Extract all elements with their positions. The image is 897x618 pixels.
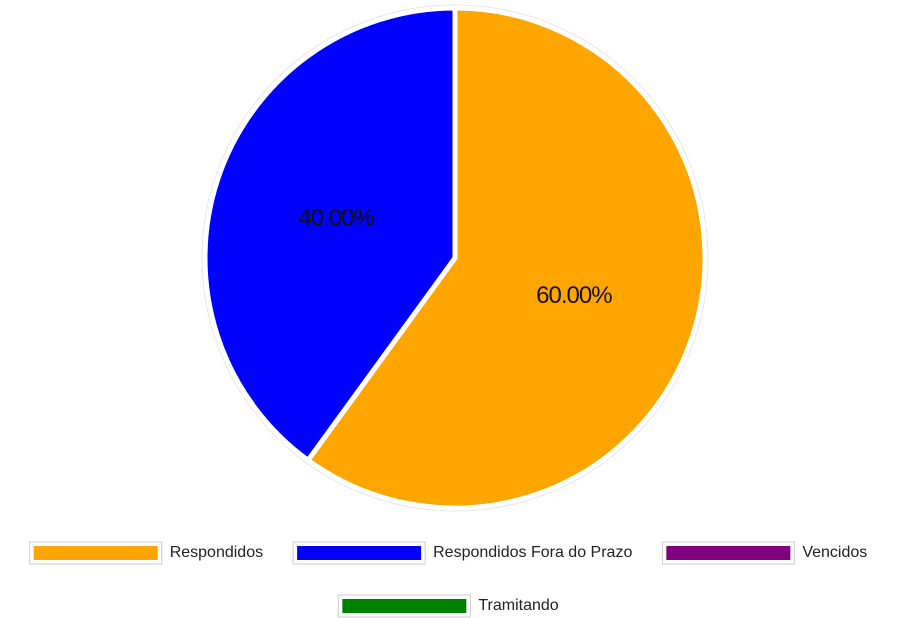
legend-item-respondidos-fora-do-prazo[interactable]: Respondidos Fora do Prazo <box>292 541 632 565</box>
legend: Respondidos Respondidos Fora do Prazo Venc… <box>29 541 867 618</box>
legend-item-respondidos[interactable]: Respondidos <box>29 541 263 565</box>
legend-swatch-respondidos <box>33 546 158 560</box>
legend-label-respondidos: Respondidos <box>170 544 263 561</box>
legend-swatch-tramitando <box>342 599 467 613</box>
slice-label-respondidos-fora-do-prazo: 40.00% <box>298 205 374 232</box>
legend-label-respondidos-fora-do-prazo: Respondidos Fora do Prazo <box>433 544 632 561</box>
pie-slices <box>201 4 709 512</box>
legend-label-tramitando: Tramitando <box>478 597 558 614</box>
legend-item-tramitando[interactable]: Tramitando <box>337 594 559 618</box>
slice-labels: 60.00% 40.00% <box>298 205 613 309</box>
legend-item-vencidos[interactable]: Vencidos <box>661 541 867 565</box>
legend-swatch-respondidos-fora-do-prazo <box>297 546 422 560</box>
pie-slice-respondidos-fora-do-prazo[interactable] <box>202 5 458 464</box>
pie-slice-respondidos[interactable] <box>304 5 708 511</box>
legend-swatch-vencidos <box>666 546 791 560</box>
slice-label-respondidos: 60.00% <box>536 282 612 309</box>
legend-label-vencidos: Vencidos <box>802 544 867 561</box>
